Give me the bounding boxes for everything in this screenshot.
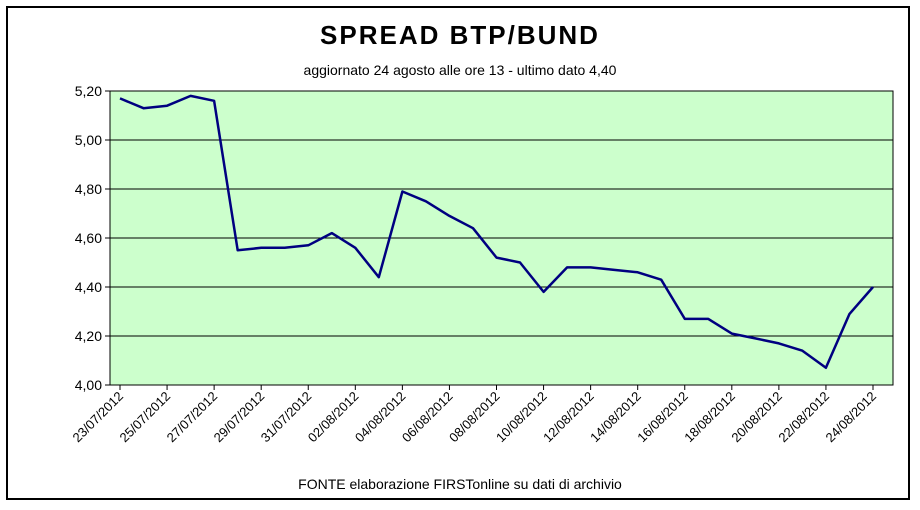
- y-tick-label: 4,60: [75, 230, 102, 246]
- y-tick-label: 4,20: [75, 328, 102, 344]
- grid-lines: [110, 139, 893, 337]
- y-tick-label: 4,80: [75, 181, 102, 197]
- x-axis-ticks: 23/07/201225/07/201227/07/201229/07/2012…: [69, 385, 879, 445]
- y-axis-ticks: 4,00 4,20 4,40 4,60 4,80 5,00 5,20: [75, 83, 110, 393]
- x-tick-label: 24/08/2012: [822, 389, 879, 446]
- y-tick-label: 4,00: [75, 377, 102, 393]
- chart-subtitle: aggiornato 24 agosto alle ore 13 - ultim…: [303, 62, 617, 78]
- spread-line: [119, 94, 874, 370]
- y-tick-label: 4,40: [75, 279, 102, 295]
- y-tick-label: 5,20: [75, 83, 102, 99]
- chart-source: FONTE elaborazione FIRSTonline su dati d…: [298, 476, 622, 492]
- chart-title: SPREAD BTP/BUND: [320, 20, 600, 50]
- y-tick-label: 5,00: [75, 132, 102, 148]
